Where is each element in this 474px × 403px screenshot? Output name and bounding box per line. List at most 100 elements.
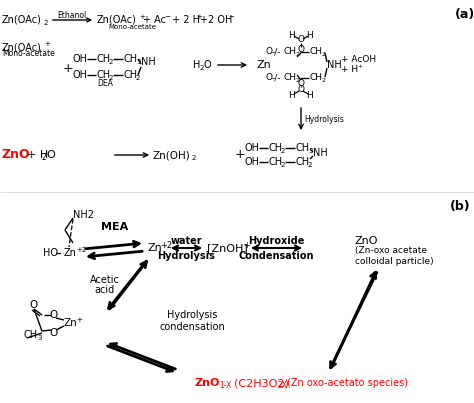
Text: +: + [357,64,362,69]
Text: O: O [50,328,58,338]
Text: Mono-acetate: Mono-acetate [108,24,156,30]
Text: CH: CH [124,54,138,64]
Text: CH: CH [97,70,111,80]
Text: [ZnOH]: [ZnOH] [207,243,248,253]
Text: Zn(OAc): Zn(OAc) [97,15,137,25]
Text: CH: CH [97,54,111,64]
Text: (C2H3O2): (C2H3O2) [234,378,289,388]
Text: +: + [243,241,250,249]
Text: +: + [235,148,246,162]
Text: 2: 2 [42,154,47,162]
Text: 2: 2 [44,20,48,26]
Text: O: O [298,46,304,54]
Text: 2: 2 [308,162,312,168]
Text: (b): (b) [450,200,471,213]
Text: -/-: -/- [272,48,282,56]
Text: CH: CH [284,48,297,56]
Text: CH: CH [296,157,310,167]
Text: + AcOH: + AcOH [341,56,376,64]
Text: O: O [266,73,273,83]
Text: 2: 2 [296,79,300,83]
Text: CH: CH [310,48,323,56]
Text: O: O [50,310,58,320]
Text: water: water [170,236,202,246]
Text: −: − [164,14,170,20]
Text: 1-X: 1-X [219,382,231,391]
Text: +2: +2 [160,241,172,249]
Text: Acetic: Acetic [90,275,120,285]
Text: H: H [307,31,313,39]
Text: Condensation: Condensation [238,251,314,261]
Text: + H: + H [341,66,358,75]
Text: 2X: 2X [278,382,288,391]
Text: + H: + H [27,150,48,160]
Text: OH: OH [73,54,88,64]
Text: −: − [228,14,234,20]
Text: Hydrolysis: Hydrolysis [167,310,217,320]
Text: Ethanol: Ethanol [57,10,87,19]
Text: 2: 2 [136,75,140,81]
Text: NH: NH [327,60,342,70]
Text: (Zn oxo-acetato species): (Zn oxo-acetato species) [287,378,408,388]
Text: CH: CH [296,143,310,153]
Text: (a): (a) [455,8,474,21]
Text: Hydrolysis: Hydrolysis [304,116,344,125]
Text: Mono-acetate: Mono-acetate [2,50,55,58]
Text: O: O [46,150,55,160]
Text: +2 OH: +2 OH [200,15,232,25]
Text: NH2: NH2 [73,210,94,220]
Text: H: H [193,60,201,70]
Text: CH: CH [24,330,38,340]
Text: Hydrolysis: Hydrolysis [157,251,215,261]
Text: +2: +2 [76,247,86,253]
Text: 3: 3 [37,335,42,341]
Text: MEA: MEA [101,222,128,232]
Text: Zn: Zn [64,248,77,258]
Text: ZnO: ZnO [195,378,220,388]
Text: 2: 2 [322,52,326,58]
Text: Zn: Zn [64,318,78,328]
Text: condensation: condensation [159,322,225,332]
Text: NH: NH [313,148,328,158]
Text: +: + [76,317,82,323]
Text: HO: HO [43,248,58,258]
Text: O: O [298,85,304,94]
Text: O: O [298,35,304,44]
Text: ZnO: ZnO [355,236,379,246]
Text: 2: 2 [109,59,113,65]
Text: CH: CH [124,70,138,80]
Text: Zn: Zn [257,60,272,70]
Text: 3: 3 [308,148,312,154]
Text: 2: 2 [109,75,113,81]
Text: DEA: DEA [97,79,113,87]
Text: H: H [289,31,295,39]
Text: O: O [204,60,211,70]
Text: Zn(OAc): Zn(OAc) [2,15,42,25]
Text: 2: 2 [281,162,285,168]
Text: CH: CH [284,73,297,83]
Text: 2: 2 [200,65,204,71]
Text: Hydroxide: Hydroxide [248,236,304,246]
Text: +: + [63,62,73,75]
Text: 3: 3 [136,59,140,65]
Text: H: H [307,91,313,100]
Text: ZnO: ZnO [2,148,31,162]
Text: 2: 2 [192,155,196,161]
Text: (Zn-oxo acetate: (Zn-oxo acetate [355,247,427,256]
Text: OH: OH [245,143,260,153]
Text: CH: CH [310,73,323,83]
Text: 2: 2 [322,79,326,83]
Text: acid: acid [95,285,115,295]
Text: +: + [196,14,202,20]
Text: 2: 2 [281,148,285,154]
Text: colloidal particle): colloidal particle) [355,256,434,266]
Text: 2: 2 [296,52,300,58]
Text: Zn: Zn [148,243,163,253]
Text: H: H [289,91,295,100]
Text: +: + [139,14,145,20]
Text: O: O [298,79,304,87]
Text: +: + [44,41,50,47]
Text: NH: NH [141,57,156,67]
Text: -/-: -/- [272,73,282,83]
Text: OH: OH [245,157,260,167]
